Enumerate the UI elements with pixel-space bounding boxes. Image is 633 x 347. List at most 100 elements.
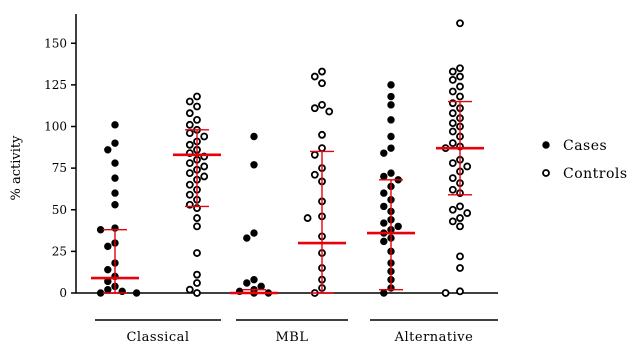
case-point — [104, 146, 112, 154]
control-point — [310, 104, 319, 113]
control-point — [448, 174, 457, 183]
case-point — [380, 289, 388, 297]
case-point — [111, 174, 119, 182]
control-point — [318, 79, 326, 88]
control-point — [200, 172, 209, 181]
control-point — [193, 102, 201, 111]
case-point — [243, 234, 251, 242]
control-point — [193, 115, 201, 124]
legend: Cases Controls — [542, 138, 628, 182]
case-point — [387, 132, 395, 141]
control-point — [310, 72, 319, 81]
control-point — [193, 214, 201, 222]
control-point — [318, 130, 326, 139]
control-point — [193, 270, 201, 279]
case-point — [104, 265, 112, 274]
control-point — [448, 127, 457, 136]
y-axis-label: % activity — [9, 135, 24, 201]
control-point — [185, 180, 194, 189]
control-point — [448, 109, 457, 118]
case-point — [250, 161, 258, 169]
legend-label: Controls — [563, 166, 628, 182]
control-point — [318, 100, 326, 109]
control-point — [200, 132, 209, 141]
control-point — [193, 289, 201, 297]
case-point — [111, 121, 119, 129]
case-point — [96, 226, 105, 234]
control-point — [193, 222, 201, 231]
case-point — [111, 201, 119, 209]
control-point — [185, 97, 194, 106]
control-point — [185, 129, 194, 138]
case-point — [104, 242, 112, 251]
case-point — [387, 169, 395, 177]
median-iqr-lines — [91, 100, 484, 295]
control-point — [456, 202, 464, 211]
y-tick-label: 100 — [44, 120, 67, 134]
control-point — [185, 169, 194, 178]
control-point — [456, 82, 464, 91]
control-point — [185, 140, 194, 149]
case-point — [380, 202, 388, 211]
control-point — [448, 87, 457, 96]
y-tick-label: 150 — [44, 36, 67, 50]
control-point — [193, 249, 201, 257]
case-point — [380, 149, 388, 157]
y-tick-label: 25 — [52, 244, 67, 258]
legend-label: Cases — [563, 138, 607, 154]
case-point — [387, 92, 395, 101]
y-tick-label: 125 — [44, 78, 67, 92]
case-point — [380, 189, 388, 197]
case-point — [111, 189, 119, 197]
control-point — [448, 205, 457, 214]
control-point — [456, 264, 464, 272]
group-axis: Classical MBL Alternative — [95, 319, 498, 345]
y-tick-label: 50 — [52, 203, 67, 217]
group-label: Alternative — [394, 330, 474, 345]
case-point — [257, 282, 265, 291]
control-point — [325, 107, 334, 116]
data-points — [96, 19, 472, 297]
case-point — [387, 116, 395, 124]
case-point — [387, 101, 395, 109]
control-point — [185, 159, 194, 168]
y-tick-label: 75 — [52, 161, 67, 175]
control-point — [318, 144, 326, 153]
control-point — [448, 119, 457, 128]
control-point — [456, 72, 464, 81]
control-point — [448, 185, 457, 194]
case-point — [111, 159, 119, 167]
control-point — [456, 64, 464, 73]
case-point — [394, 222, 402, 231]
control-point — [456, 92, 464, 101]
group-label: Classical — [126, 330, 189, 345]
y-tick-group: 0 25 50 75 100 125 150 — [44, 36, 76, 300]
case-point — [250, 229, 258, 237]
case-point — [104, 285, 112, 294]
control-point — [200, 162, 209, 171]
case-point — [111, 139, 119, 147]
case-point — [96, 289, 105, 297]
y-tick-label: 0 — [59, 286, 67, 300]
control-point — [456, 214, 464, 222]
control-point — [456, 252, 464, 261]
control-point — [456, 222, 464, 231]
case-point — [380, 237, 388, 246]
case-point — [380, 172, 388, 181]
case-point — [118, 287, 126, 296]
case-point — [132, 289, 141, 297]
control-point — [448, 139, 457, 148]
control-point — [185, 120, 194, 129]
legend-marker-open — [542, 169, 550, 177]
control-point — [463, 162, 472, 171]
control-point — [456, 19, 464, 28]
control-point — [310, 150, 319, 159]
control-point — [193, 279, 201, 287]
case-point — [250, 275, 258, 284]
control-point — [303, 214, 312, 222]
control-point — [185, 190, 194, 199]
control-point — [463, 209, 472, 217]
case-point — [243, 279, 251, 287]
control-point — [448, 75, 457, 84]
